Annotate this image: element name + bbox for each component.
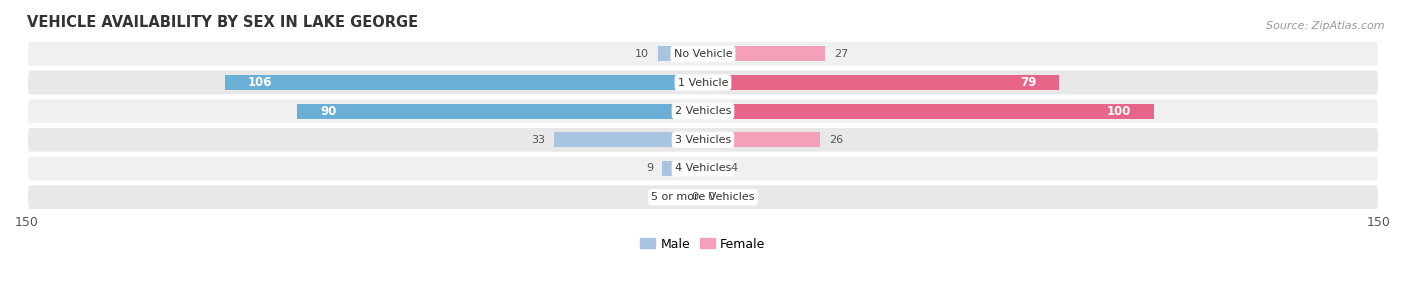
Bar: [703, 75, 1059, 90]
Text: VEHICLE AVAILABILITY BY SEX IN LAKE GEORGE: VEHICLE AVAILABILITY BY SEX IN LAKE GEOR…: [27, 15, 418, 30]
Text: 26: 26: [830, 135, 844, 145]
Text: 79: 79: [1021, 76, 1036, 89]
Legend: Male, Female: Male, Female: [636, 233, 770, 256]
Text: 90: 90: [321, 105, 336, 118]
Bar: [554, 132, 703, 147]
Bar: [658, 47, 703, 61]
Text: 106: 106: [247, 76, 273, 89]
Bar: [225, 75, 703, 90]
Text: 33: 33: [531, 135, 546, 145]
Text: 27: 27: [834, 49, 848, 59]
Text: Source: ZipAtlas.com: Source: ZipAtlas.com: [1267, 21, 1385, 32]
Text: 0: 0: [707, 192, 714, 202]
Bar: [703, 47, 825, 61]
Bar: [703, 104, 1154, 119]
FancyBboxPatch shape: [27, 98, 1379, 124]
Text: 100: 100: [1107, 105, 1132, 118]
Text: 5 or more Vehicles: 5 or more Vehicles: [651, 192, 755, 202]
Text: 4 Vehicles: 4 Vehicles: [675, 163, 731, 174]
Text: 9: 9: [647, 163, 654, 174]
FancyBboxPatch shape: [27, 127, 1379, 153]
FancyBboxPatch shape: [27, 156, 1379, 181]
Text: 10: 10: [636, 49, 650, 59]
FancyBboxPatch shape: [27, 41, 1379, 67]
Bar: [703, 132, 820, 147]
Bar: [662, 161, 703, 176]
Text: 1 Vehicle: 1 Vehicle: [678, 77, 728, 88]
Bar: [297, 104, 703, 119]
Text: 3 Vehicles: 3 Vehicles: [675, 135, 731, 145]
Text: No Vehicle: No Vehicle: [673, 49, 733, 59]
FancyBboxPatch shape: [27, 184, 1379, 210]
Bar: [703, 161, 721, 176]
Text: 4: 4: [730, 163, 737, 174]
FancyBboxPatch shape: [27, 70, 1379, 95]
Text: 2 Vehicles: 2 Vehicles: [675, 106, 731, 116]
Text: 0: 0: [692, 192, 699, 202]
